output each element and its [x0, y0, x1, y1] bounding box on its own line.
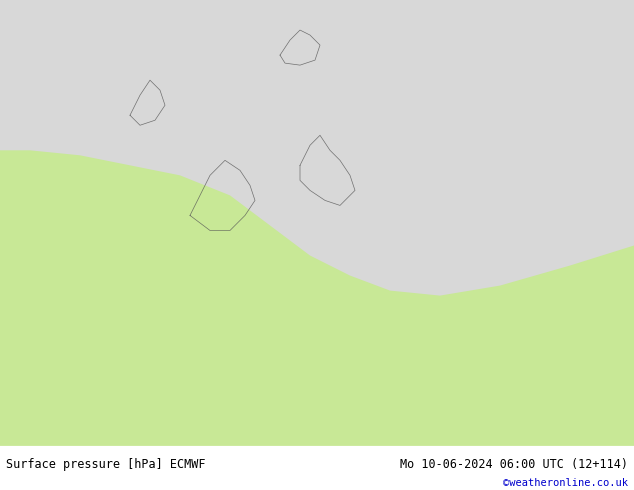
Text: ©weatheronline.co.uk: ©weatheronline.co.uk — [503, 478, 628, 488]
Polygon shape — [0, 0, 634, 331]
Text: Surface pressure [hPa] ECMWF: Surface pressure [hPa] ECMWF — [6, 458, 206, 471]
Polygon shape — [0, 150, 634, 446]
Text: Mo 10-06-2024 06:00 UTC (12+114): Mo 10-06-2024 06:00 UTC (12+114) — [399, 458, 628, 471]
